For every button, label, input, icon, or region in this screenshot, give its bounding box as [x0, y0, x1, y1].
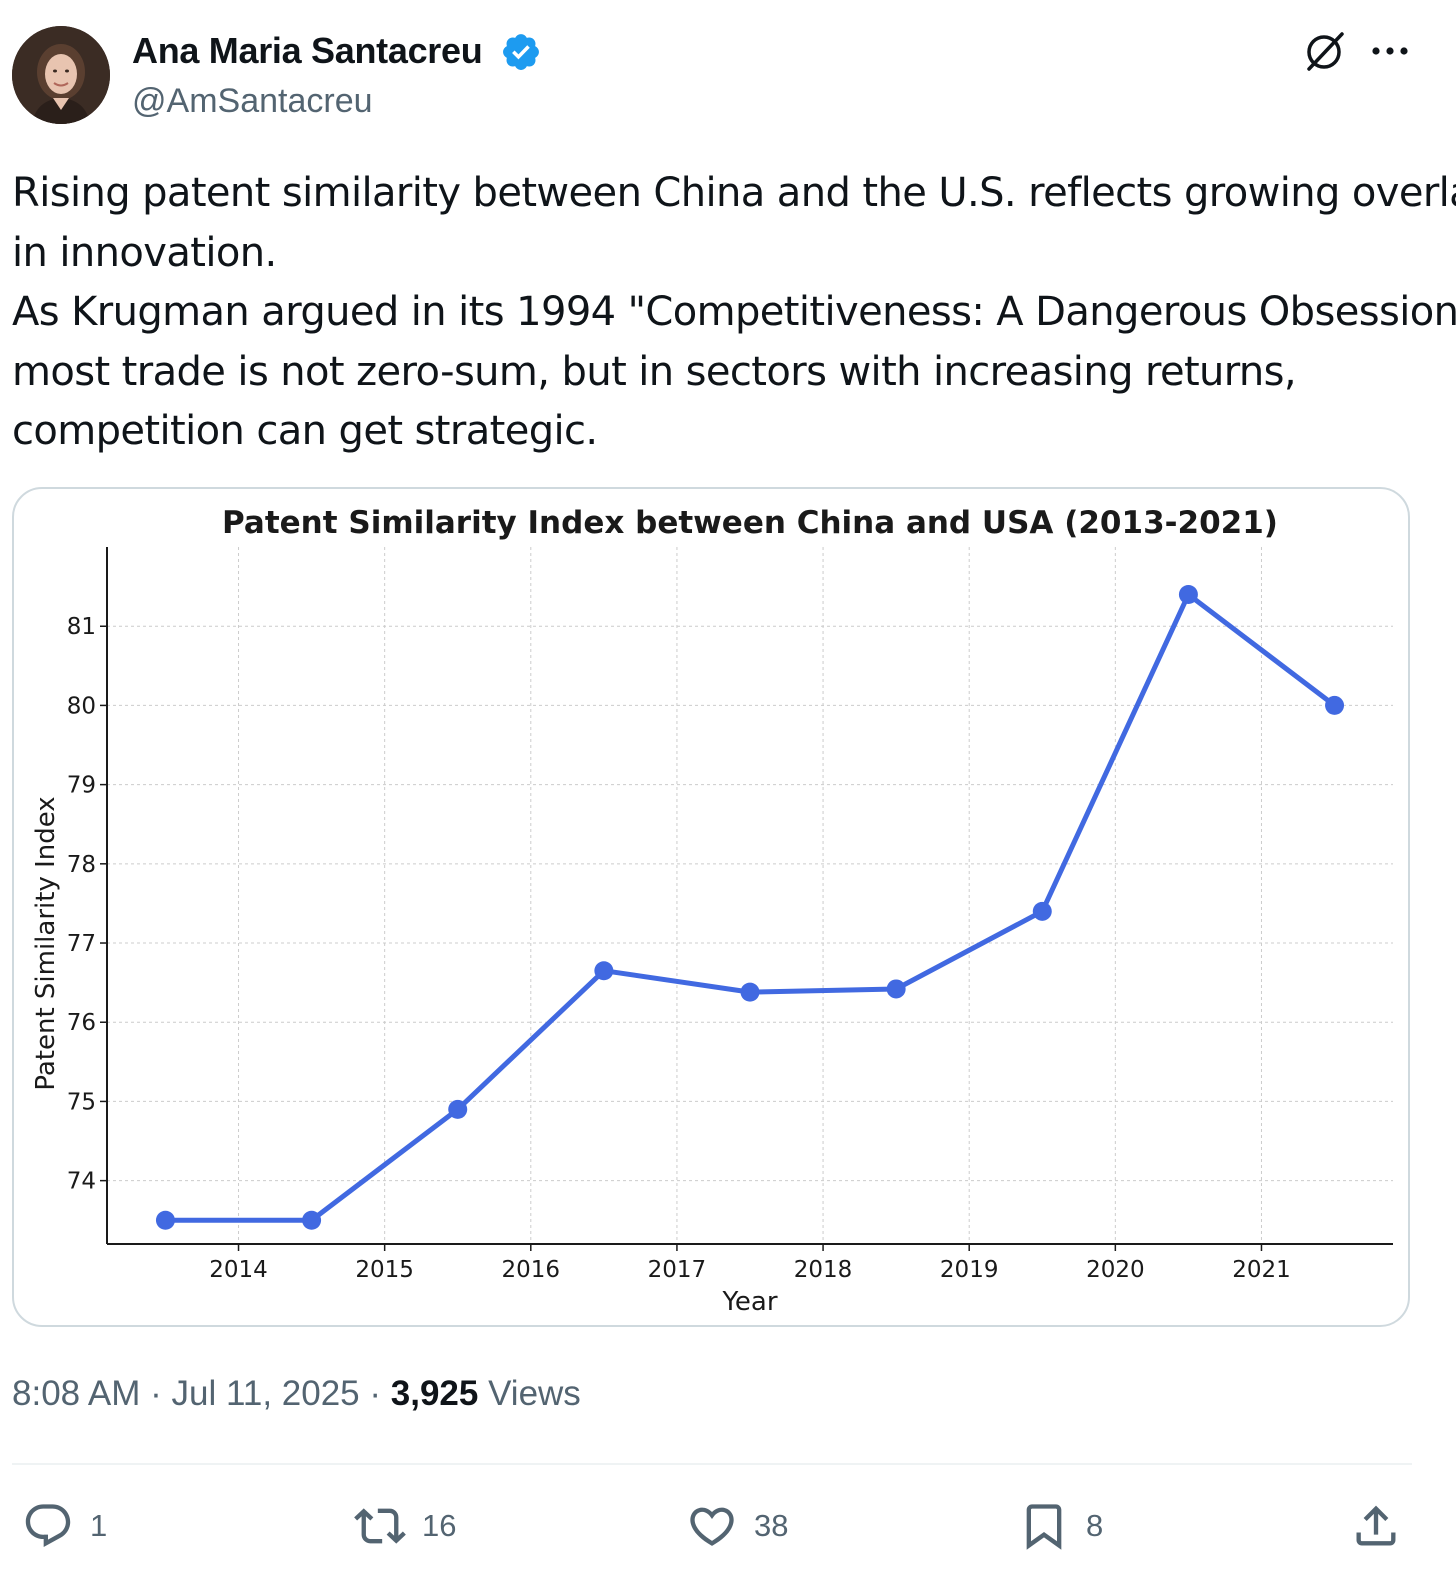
more-icon[interactable] — [1368, 34, 1412, 68]
repost-count: 16 — [422, 1508, 457, 1543]
data-point — [886, 979, 906, 999]
x-tick-label: 2019 — [940, 1257, 999, 1283]
series-line — [165, 592, 1337, 1223]
data-point — [448, 1099, 468, 1119]
chart: 2014 2015 2016 2017 2018 2019 2020 2021 74 75 76 77… — [31, 505, 1393, 1317]
timestamp-time[interactable]: 8:08 AM — [12, 1374, 141, 1413]
data-point — [1032, 901, 1052, 921]
data-point — [740, 982, 760, 1002]
meta-separator: · — [140, 1374, 172, 1413]
tweet-meta: 8:08 AM · Jul 11, 2025 · 3,925 Views — [12, 1374, 581, 1414]
x-tick-label: 2015 — [355, 1257, 414, 1283]
x-tick-label: 2016 — [502, 1257, 561, 1283]
x-tick-label: 2018 — [794, 1257, 853, 1283]
bookmark-button[interactable]: 8 — [1018, 1498, 1103, 1554]
data-point — [1178, 585, 1198, 605]
timestamp-date[interactable]: Jul 11, 2025 — [171, 1374, 360, 1413]
repost-button[interactable]: 16 — [354, 1498, 456, 1554]
like-button[interactable]: 38 — [686, 1498, 788, 1554]
data-point — [1325, 695, 1345, 715]
reply-icon — [25, 1504, 71, 1548]
y-tick-label: 78 — [67, 852, 96, 878]
data-point — [302, 1210, 322, 1230]
author-handle[interactable]: @AmSantacreu — [132, 82, 373, 120]
x-axis-label: Year — [721, 1287, 777, 1317]
y-tick-label: 75 — [67, 1089, 96, 1115]
views-label: Views — [488, 1374, 581, 1413]
divider — [12, 1463, 1412, 1465]
grok-icon[interactable] — [1302, 28, 1348, 74]
tweet-text-line: As Krugman argued in its 1994 "Competiti… — [12, 289, 1456, 335]
tweet-text: Rising patent similarity between China a… — [12, 164, 1456, 462]
tweet-text-line: in innovation. — [12, 229, 277, 276]
y-axis-label: Patent Similarity Index — [31, 796, 61, 1090]
bookmark-count: 8 — [1086, 1508, 1104, 1543]
like-count: 38 — [754, 1508, 789, 1543]
meta-separator: · — [359, 1374, 391, 1413]
tweet-text-line: competition can get strategic. — [12, 408, 598, 454]
display-name[interactable]: Ana Maria Santacreu — [132, 30, 483, 71]
y-tick-label: 77 — [67, 931, 96, 957]
share-button[interactable] — [1350, 1498, 1402, 1554]
x-tick-label: 2017 — [648, 1257, 707, 1283]
reply-button[interactable]: 1 — [22, 1498, 107, 1554]
verified-badge-icon — [503, 34, 539, 70]
data-point — [594, 961, 614, 981]
reply-count: 1 — [90, 1508, 108, 1543]
y-tick-label: 81 — [67, 614, 96, 640]
y-tick-label: 74 — [67, 1169, 96, 1195]
bookmark-icon — [1026, 1504, 1062, 1550]
chart-title: Patent Similarity Index between China an… — [222, 505, 1278, 541]
tweet-text-line: Rising patent similarity between China a… — [12, 170, 1456, 216]
views-count: 3,925 — [390, 1374, 479, 1413]
x-tick-label: 2014 — [209, 1257, 268, 1283]
y-tick-label: 76 — [67, 1010, 96, 1036]
y-tick-label: 79 — [67, 773, 96, 799]
avatar[interactable] — [12, 26, 110, 124]
y-tick-label: 80 — [67, 693, 96, 719]
repost-icon — [354, 1508, 406, 1544]
tweet-text-line: most trade is not zero-sum, but in secto… — [12, 348, 1297, 395]
media-card[interactable]: 2014 2015 2016 2017 2018 2019 2020 2021 74 75 76 77… — [12, 487, 1410, 1327]
x-tick-label: 2021 — [1232, 1257, 1291, 1283]
data-point — [155, 1210, 175, 1230]
share-icon — [1356, 1505, 1396, 1546]
x-tick-label: 2020 — [1086, 1257, 1145, 1283]
heart-icon — [690, 1507, 734, 1546]
